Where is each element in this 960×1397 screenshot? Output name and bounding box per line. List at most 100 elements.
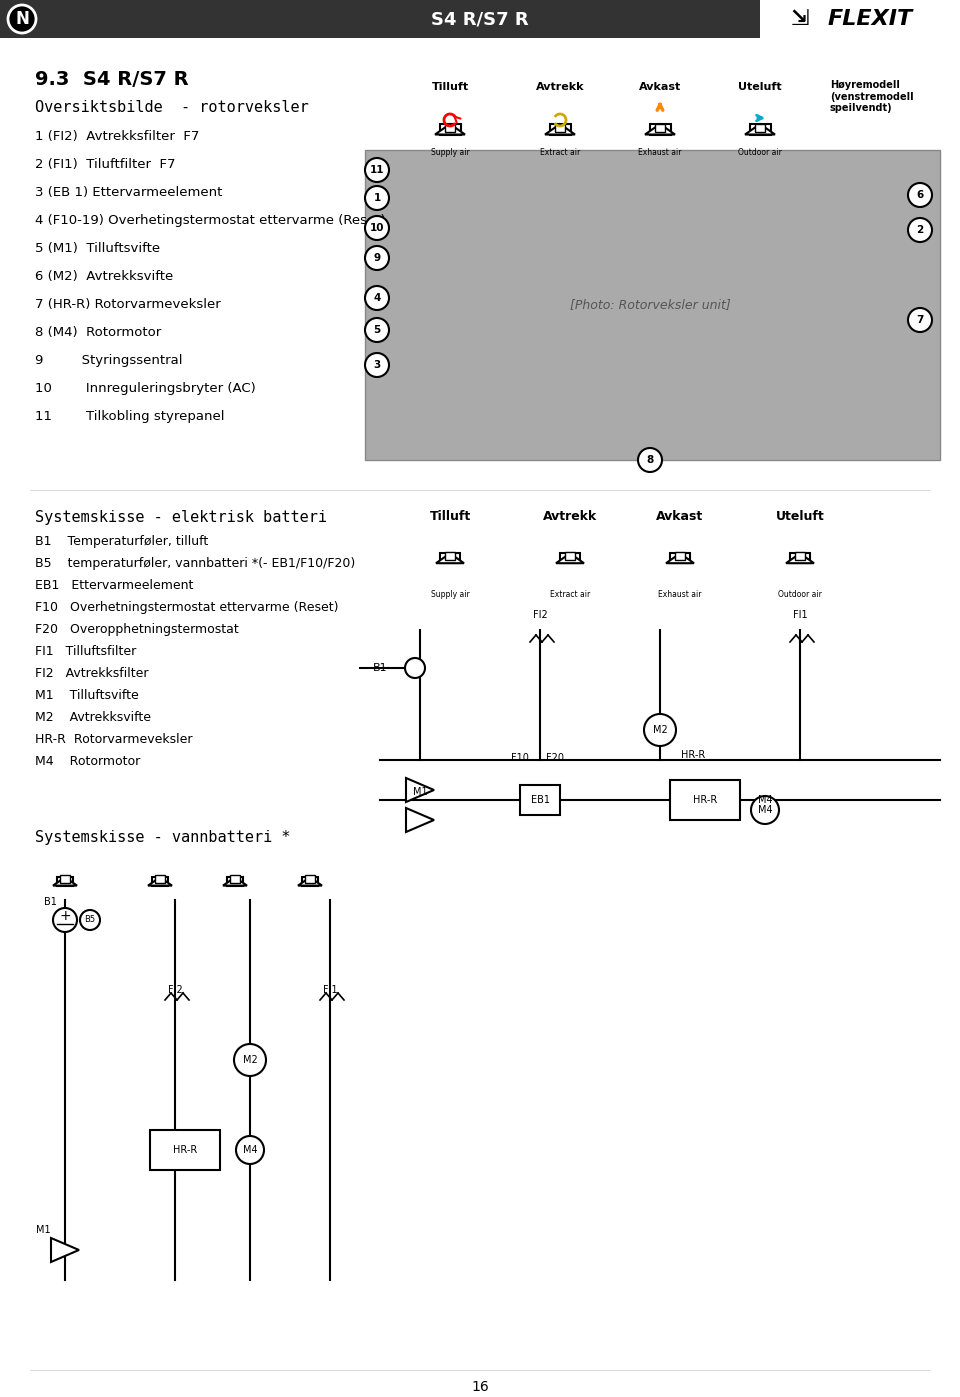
- Text: Supply air: Supply air: [431, 590, 469, 599]
- Text: M4: M4: [243, 1146, 257, 1155]
- Bar: [826, 0, 835, 38]
- Bar: [790, 553, 810, 563]
- Text: Høyremodell
(venstremodell
speilvendt): Høyremodell (venstremodell speilvendt): [830, 80, 914, 113]
- Text: 4 (F10-19) Overhetingstermostat ettervarme (Reset): 4 (F10-19) Overhetingstermostat ettervar…: [35, 214, 386, 226]
- Text: 16: 16: [471, 1380, 489, 1394]
- Bar: [77, 0, 86, 38]
- Bar: [67, 0, 77, 38]
- Bar: [394, 0, 403, 38]
- Text: B5: B5: [84, 915, 96, 925]
- FancyBboxPatch shape: [760, 0, 960, 38]
- Text: 3: 3: [373, 360, 380, 370]
- Text: 1: 1: [373, 193, 380, 203]
- Bar: [230, 875, 240, 883]
- Bar: [701, 0, 710, 38]
- Circle shape: [751, 796, 779, 824]
- Text: 2: 2: [917, 225, 924, 235]
- Circle shape: [365, 246, 389, 270]
- Bar: [250, 0, 259, 38]
- Bar: [365, 0, 374, 38]
- Bar: [557, 0, 566, 38]
- Bar: [730, 0, 739, 38]
- Bar: [202, 0, 211, 38]
- Polygon shape: [406, 807, 434, 833]
- Text: 5 (M1)  Tilluftsvifte: 5 (M1) Tilluftsvifte: [35, 242, 160, 256]
- Bar: [134, 0, 144, 38]
- Bar: [549, 124, 570, 134]
- Bar: [605, 0, 614, 38]
- Bar: [445, 552, 455, 560]
- Polygon shape: [545, 124, 575, 134]
- Bar: [561, 553, 580, 563]
- Bar: [86, 0, 96, 38]
- FancyBboxPatch shape: [150, 1130, 220, 1171]
- Bar: [787, 0, 797, 38]
- Text: Outdoor air: Outdoor air: [738, 148, 782, 156]
- Text: F10   Overhetningstermostat ettervarme (Reset): F10 Overhetningstermostat ettervarme (Re…: [35, 601, 339, 615]
- Bar: [173, 0, 182, 38]
- Bar: [144, 0, 154, 38]
- Text: N: N: [15, 10, 29, 28]
- Text: M4: M4: [757, 795, 772, 805]
- Bar: [655, 123, 665, 131]
- Bar: [58, 0, 67, 38]
- Text: M4    Rotormotor: M4 Rotormotor: [35, 754, 140, 768]
- Circle shape: [365, 286, 389, 310]
- Circle shape: [365, 353, 389, 377]
- FancyBboxPatch shape: [520, 785, 560, 814]
- Text: Outdoor air: Outdoor air: [778, 590, 822, 599]
- Bar: [614, 0, 624, 38]
- Bar: [795, 552, 805, 560]
- Text: 8 (M4)  Rotormotor: 8 (M4) Rotormotor: [35, 326, 161, 339]
- Circle shape: [908, 307, 932, 332]
- Bar: [538, 0, 547, 38]
- Bar: [451, 0, 461, 38]
- Text: 7 (HR-R) Rotorvarmeveksler: 7 (HR-R) Rotorvarmeveksler: [35, 298, 221, 312]
- Bar: [749, 0, 758, 38]
- Text: M2    Avtrekksvifte: M2 Avtrekksvifte: [35, 711, 151, 724]
- Text: 10        Innreguleringsbryter (AC): 10 Innreguleringsbryter (AC): [35, 381, 255, 395]
- Text: 1 (FI2)  Avtrekksfilter  F7: 1 (FI2) Avtrekksfilter F7: [35, 130, 200, 142]
- Bar: [57, 877, 73, 886]
- Polygon shape: [745, 124, 775, 134]
- Bar: [662, 0, 672, 38]
- Text: HR-R: HR-R: [173, 1146, 197, 1155]
- Text: [Photo: Rotorveksler unit]: [Photo: Rotorveksler unit]: [569, 299, 731, 312]
- Bar: [650, 124, 670, 134]
- Bar: [941, 0, 950, 38]
- Text: F10: F10: [511, 753, 529, 763]
- Text: ⇲: ⇲: [791, 8, 809, 29]
- Text: 9         Styringssentral: 9 Styringssentral: [35, 353, 182, 367]
- Polygon shape: [223, 877, 247, 886]
- Circle shape: [405, 658, 425, 678]
- Polygon shape: [645, 124, 675, 134]
- Circle shape: [8, 6, 36, 34]
- Bar: [950, 0, 960, 38]
- Text: HR-R  Rotorvarmeveksler: HR-R Rotorvarmeveksler: [35, 733, 193, 746]
- FancyBboxPatch shape: [365, 149, 940, 460]
- Bar: [499, 0, 509, 38]
- Text: S4 R/S7 R: S4 R/S7 R: [431, 10, 529, 28]
- Text: Avtrekk: Avtrekk: [536, 82, 585, 92]
- Bar: [931, 0, 941, 38]
- Bar: [355, 0, 365, 38]
- Bar: [227, 877, 244, 886]
- Text: M2: M2: [653, 725, 667, 735]
- Bar: [653, 0, 662, 38]
- Bar: [230, 0, 240, 38]
- Text: FI2: FI2: [533, 610, 547, 620]
- Bar: [384, 0, 394, 38]
- Polygon shape: [148, 877, 172, 886]
- Circle shape: [365, 186, 389, 210]
- Text: M1: M1: [413, 787, 427, 798]
- Bar: [0, 0, 10, 38]
- Circle shape: [638, 448, 662, 472]
- Polygon shape: [406, 778, 434, 802]
- Text: 5: 5: [373, 326, 380, 335]
- Bar: [10, 0, 19, 38]
- Bar: [442, 0, 451, 38]
- Text: EB1   Ettervarmeelement: EB1 Ettervarmeelement: [35, 578, 193, 592]
- Bar: [595, 0, 605, 38]
- Bar: [155, 875, 165, 883]
- Bar: [326, 0, 336, 38]
